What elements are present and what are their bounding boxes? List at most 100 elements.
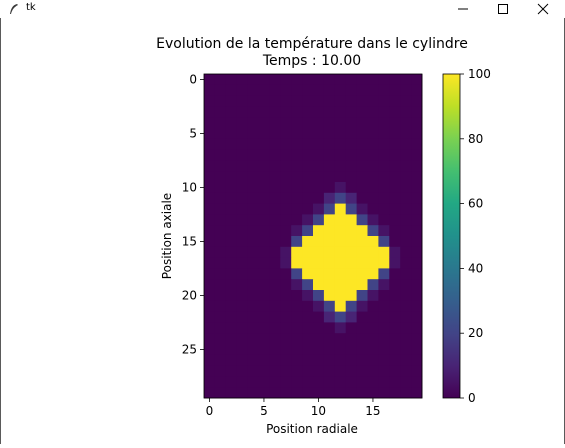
heatmap-cell <box>323 95 336 107</box>
minimize-button[interactable] <box>444 0 482 18</box>
heatmap-cell <box>302 322 314 334</box>
heatmap-cell <box>236 214 248 226</box>
heatmap-cell <box>269 117 281 129</box>
heatmap-cell <box>356 257 368 269</box>
heatmap-cell <box>291 214 303 226</box>
heatmap-cell <box>411 225 423 237</box>
heatmap-cell <box>323 84 336 96</box>
heatmap-cell <box>389 268 401 280</box>
heatmap-cell <box>269 214 281 226</box>
heatmap-cell <box>247 257 259 269</box>
heatmap-cell <box>313 322 325 334</box>
heatmap-cell <box>280 160 292 172</box>
heatmap-cell <box>367 128 379 140</box>
heatmap-cell <box>356 344 368 356</box>
heatmap-cell <box>378 246 390 258</box>
heatmap-cell <box>313 268 325 280</box>
heatmap-cell <box>400 236 412 248</box>
y-tick-label: 20 <box>182 288 197 302</box>
heatmap-cell <box>367 106 379 118</box>
x-tick-label: 0 <box>206 404 214 418</box>
heatmap-cell <box>323 236 336 248</box>
heatmap-cell <box>389 354 401 366</box>
heatmap-cell <box>204 333 216 345</box>
heatmap-cell <box>400 74 412 86</box>
heatmap-cell <box>367 192 379 204</box>
heatmap-cell <box>356 160 368 172</box>
heatmap-cell <box>313 138 325 150</box>
heatmap-cell <box>334 95 347 107</box>
colorbar-tick-label: 0 <box>468 391 476 405</box>
heatmap-cell <box>204 365 216 377</box>
heatmap-cell <box>334 300 347 312</box>
heatmap-cell <box>269 387 281 399</box>
heatmap-cell <box>214 182 227 194</box>
heatmap-cell <box>389 138 401 150</box>
y-tick-label: 25 <box>182 342 197 356</box>
heatmap-cell <box>356 268 368 280</box>
heatmap-cell <box>323 333 336 345</box>
heatmap-cell <box>236 268 248 280</box>
heatmap-cell <box>334 171 347 183</box>
heatmap-cell <box>345 290 357 302</box>
heatmap-cell <box>225 149 238 161</box>
window-titlebar[interactable]: tk <box>0 0 565 18</box>
heatmap-cell <box>345 214 357 226</box>
maximize-button[interactable] <box>484 0 522 18</box>
heatmap-cell <box>225 257 238 269</box>
heatmap-cell <box>411 387 423 399</box>
heatmap-cell <box>236 171 248 183</box>
heatmap-cell <box>313 365 325 377</box>
heatmap-cell <box>269 149 281 161</box>
heatmap-cell <box>345 182 357 194</box>
heatmap-cell <box>291 300 303 312</box>
heatmap-cell <box>378 171 390 183</box>
heatmap-cell <box>280 376 292 388</box>
heatmap-cell <box>258 203 270 215</box>
heatmap-cell <box>356 106 368 118</box>
heatmap-cell <box>204 225 216 237</box>
heatmap-cell <box>236 365 248 377</box>
heatmap-cell <box>204 171 216 183</box>
minimize-icon <box>458 8 468 10</box>
heatmap-cell <box>258 117 270 129</box>
heatmap-cell <box>247 344 259 356</box>
close-button[interactable] <box>524 0 562 18</box>
heatmap-cell <box>236 117 248 129</box>
heatmap-cell <box>258 344 270 356</box>
heatmap-cell <box>280 149 292 161</box>
heatmap-cell <box>378 160 390 172</box>
heatmap-cell <box>345 279 357 291</box>
heatmap-cell <box>236 333 248 345</box>
heatmap-cell <box>247 117 259 129</box>
heatmap-cell <box>204 84 216 96</box>
heatmap-cell <box>313 74 325 86</box>
heatmap-cell <box>400 171 412 183</box>
heatmap-cell <box>302 290 314 302</box>
heatmap-cell <box>411 182 423 194</box>
heatmap-cell <box>367 160 379 172</box>
heatmap-cell <box>236 246 248 258</box>
heatmap-cell <box>367 344 379 356</box>
heatmap-cell <box>389 300 401 312</box>
y-tick-label: 10 <box>182 180 197 194</box>
heatmap-cell <box>204 257 216 269</box>
heatmap-cell <box>225 214 238 226</box>
heatmap-cell <box>400 117 412 129</box>
heatmap-chart: Evolution de la température dans le cyli… <box>156 36 491 436</box>
heatmap-cell <box>214 225 227 237</box>
heatmap-cell <box>280 84 292 96</box>
heatmap-cell <box>345 365 357 377</box>
heatmap-cell <box>225 279 238 291</box>
heatmap-cell <box>334 149 347 161</box>
heatmap-cell <box>291 160 303 172</box>
heatmap-cell <box>367 300 379 312</box>
heatmap-cell <box>247 182 259 194</box>
heatmap-cell <box>334 128 347 140</box>
heatmap-cell <box>214 279 227 291</box>
x-tick-label: 5 <box>260 404 268 418</box>
heatmap-cell <box>400 149 412 161</box>
heatmap-cell <box>313 279 325 291</box>
heatmap-cell <box>411 279 423 291</box>
heatmap-cell <box>269 344 281 356</box>
